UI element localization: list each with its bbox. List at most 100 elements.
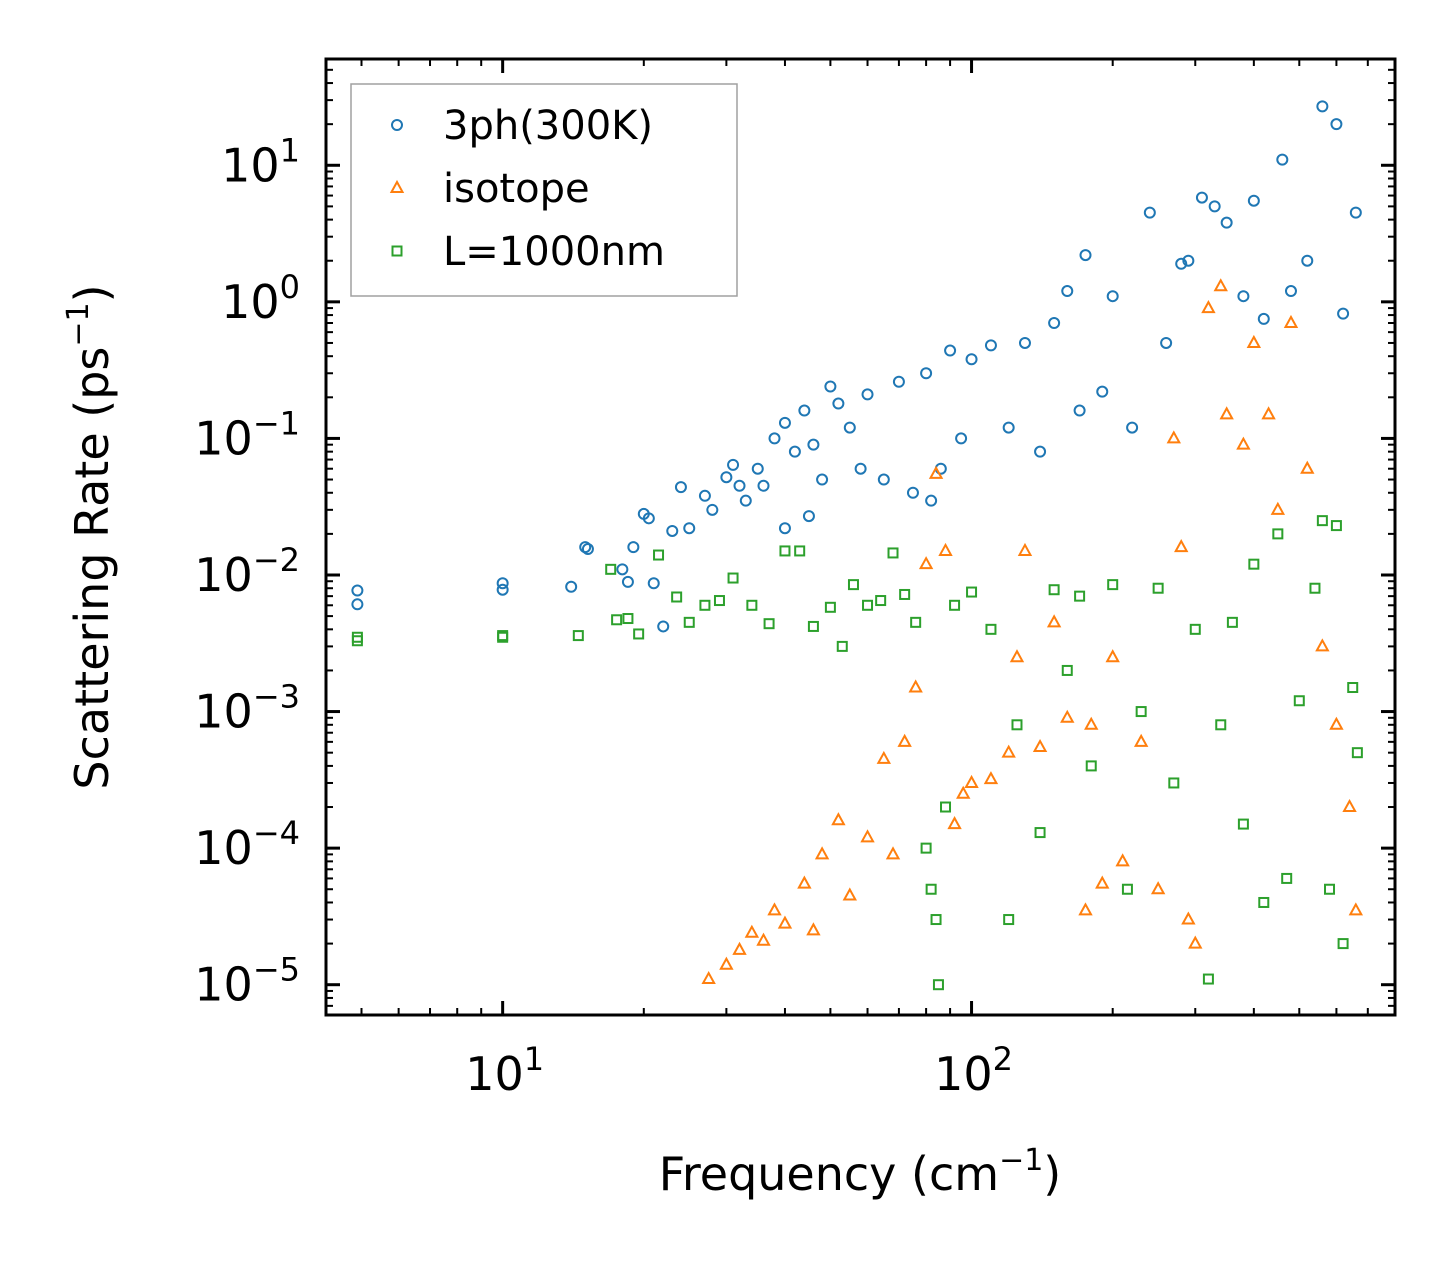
data-point — [633, 628, 645, 640]
data-point — [1115, 853, 1130, 867]
data-point — [798, 404, 811, 417]
data-point — [1258, 896, 1270, 908]
data-point — [1330, 520, 1342, 532]
data-point — [964, 774, 979, 788]
data-point — [1247, 194, 1260, 207]
data-point — [925, 883, 937, 895]
data-point — [746, 599, 758, 611]
data-point — [930, 914, 942, 926]
data-point — [1237, 818, 1249, 830]
y-tick-label: 10−4 — [194, 814, 300, 875]
data-point — [1202, 973, 1214, 985]
data-point — [1032, 738, 1048, 753]
data-point — [1073, 404, 1086, 417]
data-point — [683, 522, 696, 535]
data-point — [1301, 254, 1314, 267]
data-point — [768, 432, 781, 445]
data-point — [1011, 719, 1023, 731]
data-point — [727, 458, 740, 471]
data-point — [581, 542, 594, 555]
data-point — [572, 630, 584, 642]
data-point — [733, 479, 746, 492]
legend-marker — [391, 245, 403, 257]
data-point — [1215, 719, 1227, 731]
data-point — [854, 462, 867, 475]
y-tick-label: 100 — [221, 268, 300, 329]
data-point — [683, 616, 695, 628]
data-point — [1074, 590, 1086, 602]
data-point — [956, 785, 971, 799]
data-point — [899, 588, 911, 600]
data-point — [1078, 902, 1093, 916]
data-point — [847, 579, 859, 591]
x-tick-label: 101 — [465, 1040, 544, 1101]
data-point — [814, 846, 830, 860]
data-point — [842, 887, 857, 901]
y-tick-label: 10−3 — [194, 678, 300, 739]
data-point — [920, 842, 932, 854]
data-point — [1061, 664, 1073, 676]
data-point — [1347, 682, 1359, 694]
data-point — [671, 591, 683, 603]
data-point — [1048, 584, 1060, 596]
data-point — [918, 556, 934, 570]
data-point — [843, 421, 856, 434]
data-point — [947, 816, 962, 830]
data-point — [719, 956, 734, 970]
legend-label: 3ph(300K) — [443, 103, 653, 149]
data-point — [1152, 582, 1164, 594]
data-point — [713, 595, 725, 607]
data-point — [985, 623, 997, 635]
data-point — [727, 572, 739, 584]
data-point — [1316, 515, 1328, 527]
data-point — [616, 563, 629, 576]
data-point — [732, 941, 747, 955]
data-point — [1284, 285, 1297, 298]
data-point — [1188, 935, 1203, 949]
y-tick-label: 10−1 — [194, 404, 300, 465]
legend-marker — [391, 119, 403, 131]
data-point — [1281, 872, 1293, 884]
data-point — [1283, 314, 1299, 328]
data-point — [674, 481, 687, 494]
data-point — [816, 473, 829, 486]
data-point — [751, 462, 764, 475]
data-point — [579, 541, 592, 554]
data-point — [351, 635, 363, 647]
data-point — [955, 432, 968, 445]
data-point — [806, 922, 821, 936]
data-point — [824, 380, 837, 393]
data-point — [720, 471, 733, 484]
data-point — [666, 524, 679, 537]
data-point — [831, 812, 846, 826]
data-point — [832, 397, 845, 410]
data-point — [1121, 883, 1133, 895]
data-point — [1246, 334, 1262, 348]
data-point — [1003, 914, 1015, 926]
data-point — [1201, 300, 1216, 314]
data-point — [887, 547, 899, 559]
data-point — [611, 614, 623, 626]
data-point — [983, 771, 999, 785]
legend: 3ph(300K) isotope L=1000nm — [350, 83, 738, 297]
data-point — [351, 584, 364, 597]
data-point — [966, 586, 978, 598]
data-point — [862, 599, 874, 611]
data-point — [1034, 827, 1046, 839]
data-point — [642, 512, 655, 525]
data-point — [1337, 307, 1350, 320]
data-point — [778, 416, 791, 429]
legend-label: isotope — [443, 166, 590, 212]
data-point — [1105, 649, 1120, 663]
data-point — [1220, 216, 1233, 229]
data-point — [1324, 883, 1336, 895]
data-point — [925, 494, 938, 507]
data-point — [777, 915, 793, 929]
data-point — [622, 613, 634, 625]
legend-label: L=1000nm — [443, 229, 665, 275]
scatter-layer — [351, 100, 1364, 991]
data-point — [1315, 638, 1330, 652]
data-point — [647, 577, 660, 590]
data-point — [763, 618, 775, 630]
